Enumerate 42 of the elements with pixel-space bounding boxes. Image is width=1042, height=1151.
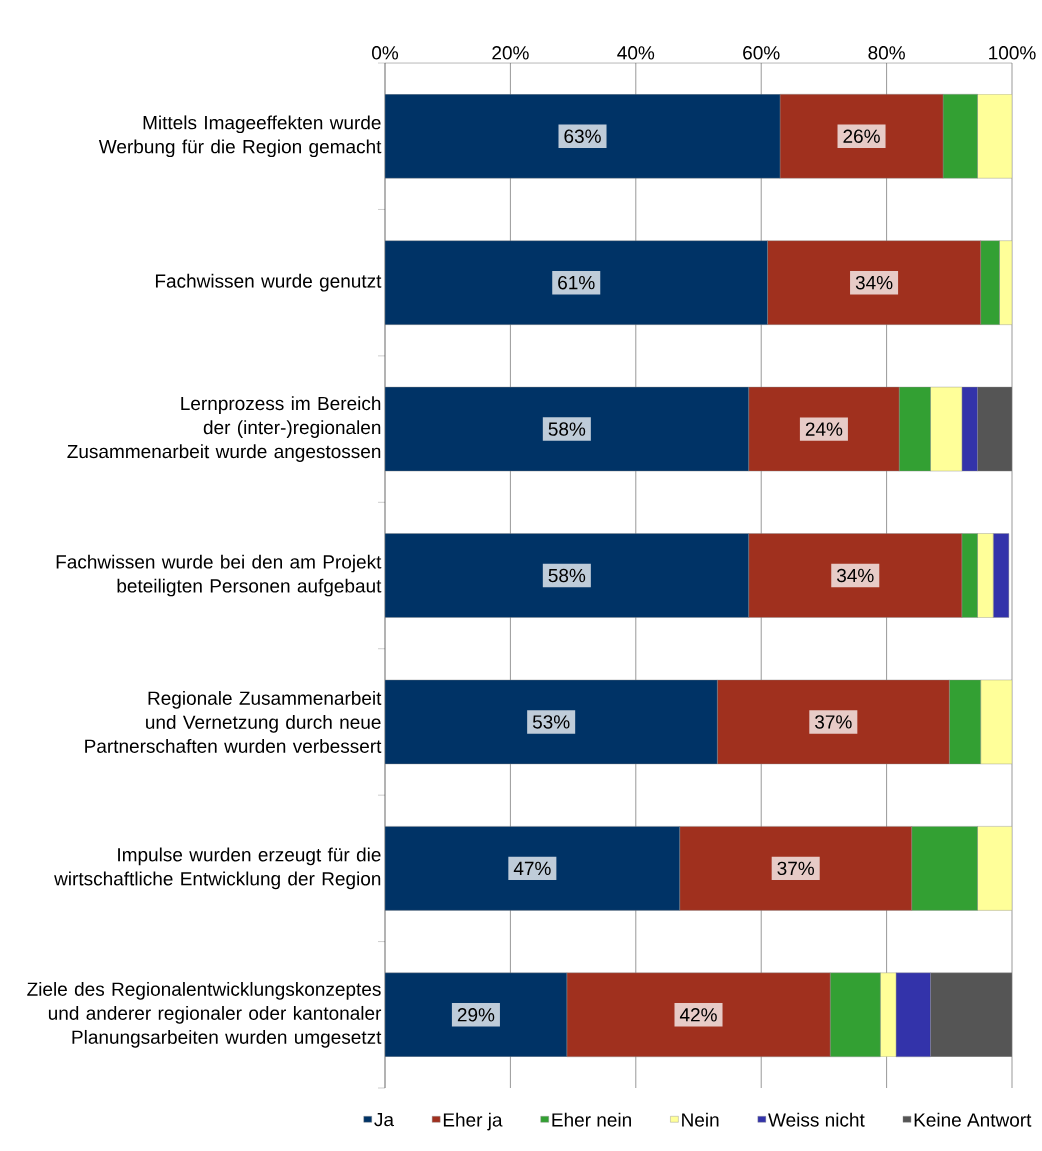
bar xyxy=(385,679,718,765)
bar xyxy=(977,386,1013,472)
y-tick-label: Fachwissen wurde genutzt xyxy=(155,273,382,292)
data-label: 34% xyxy=(855,275,893,290)
y-tick-label: Lernprozess im Bereich der (inter-)regionalen Zusammenarbeit wurde angestossen xyxy=(67,396,381,462)
data-label: 34% xyxy=(836,568,874,583)
legend-label: Ja xyxy=(374,1113,394,1127)
data-label: 37% xyxy=(777,861,815,876)
legend-label: Eher ja xyxy=(443,1112,503,1131)
y-tick-label: Regionale Zusammenarbeit und Vernetzung durch neue Partnerschaften wurden verbessert xyxy=(85,690,382,753)
data-label: 29% xyxy=(457,1008,495,1022)
y-tick-label: Ziele des Regionalentwicklungskonzeptes und anderer regionaler oder kantonaler Planungsarbeiten wurden umgesetzt xyxy=(27,981,382,1048)
x-tick-label: 60% xyxy=(743,46,780,60)
data-label: 63% xyxy=(564,129,601,143)
y-tick-label: Mittels Imageeffekten wurde Werbung für die Region gemacht xyxy=(98,115,382,158)
bar xyxy=(385,94,781,179)
legend-label: Eher nein xyxy=(552,1112,631,1127)
bar xyxy=(930,972,1013,1057)
data-label: 53% xyxy=(532,715,570,729)
x-tick-label: 20% xyxy=(492,46,529,60)
data-label: 37% xyxy=(815,715,852,729)
bar xyxy=(385,386,749,472)
x-tick-label: 100% xyxy=(989,46,1036,60)
data-label: 47% xyxy=(513,861,551,876)
bar xyxy=(385,826,680,911)
legend-label: Weiss nicht xyxy=(768,1112,865,1127)
data-label: 61% xyxy=(558,275,595,290)
bar xyxy=(385,972,568,1057)
x-tick-label: 80% xyxy=(868,46,905,60)
data-label: 42% xyxy=(679,1008,717,1022)
bar xyxy=(385,533,749,618)
data-label: 24% xyxy=(805,422,843,436)
data-label: 26% xyxy=(843,129,880,143)
legend-label: Keine Antwort xyxy=(914,1112,1032,1127)
data-label: 58% xyxy=(548,422,586,436)
bar xyxy=(385,240,768,325)
legend-label: Nein xyxy=(682,1112,719,1127)
x-tick-label: 0% xyxy=(372,46,399,60)
y-tick-label: Impulse wurden erzeugt für die wirtschaftliche Entwicklung der Region xyxy=(54,847,381,890)
x-tick-label: 40% xyxy=(617,46,655,60)
data-label: 58% xyxy=(548,568,586,583)
y-tick-label: Fachwissen wurde bei den am Projekt beteiligten Personen aufgebaut xyxy=(56,554,382,597)
